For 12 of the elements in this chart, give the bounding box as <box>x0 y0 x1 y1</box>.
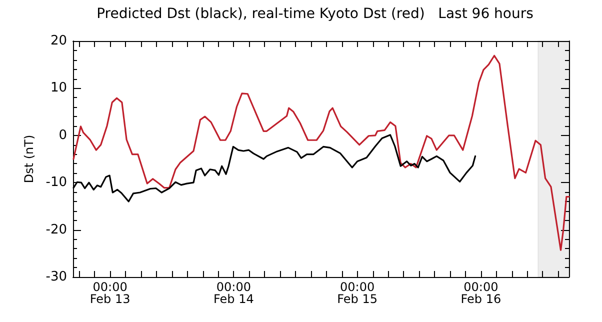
y-tick-label: 10 <box>50 80 67 96</box>
x-tick-label: 00:00 Feb 13 <box>90 280 130 306</box>
x-tick-label: 00:00 Feb 14 <box>214 280 254 306</box>
x-tick-label: 00:00 Feb 16 <box>460 280 502 306</box>
y-tick-label: -30 <box>46 270 67 284</box>
y-tick-label: -10 <box>46 175 67 190</box>
y-tick-label: 20 <box>50 34 67 48</box>
chart-title: Predicted Dst (black), real-time Kyoto Dst (red) Last 96 hours <box>96 6 534 22</box>
y-axis-title: Dst (nT) <box>22 134 36 184</box>
y-tick-label: 0 <box>58 128 67 143</box>
y-tick-label: -20 <box>46 222 67 238</box>
x-tick-label: 00:00 Feb 15 <box>337 280 378 306</box>
